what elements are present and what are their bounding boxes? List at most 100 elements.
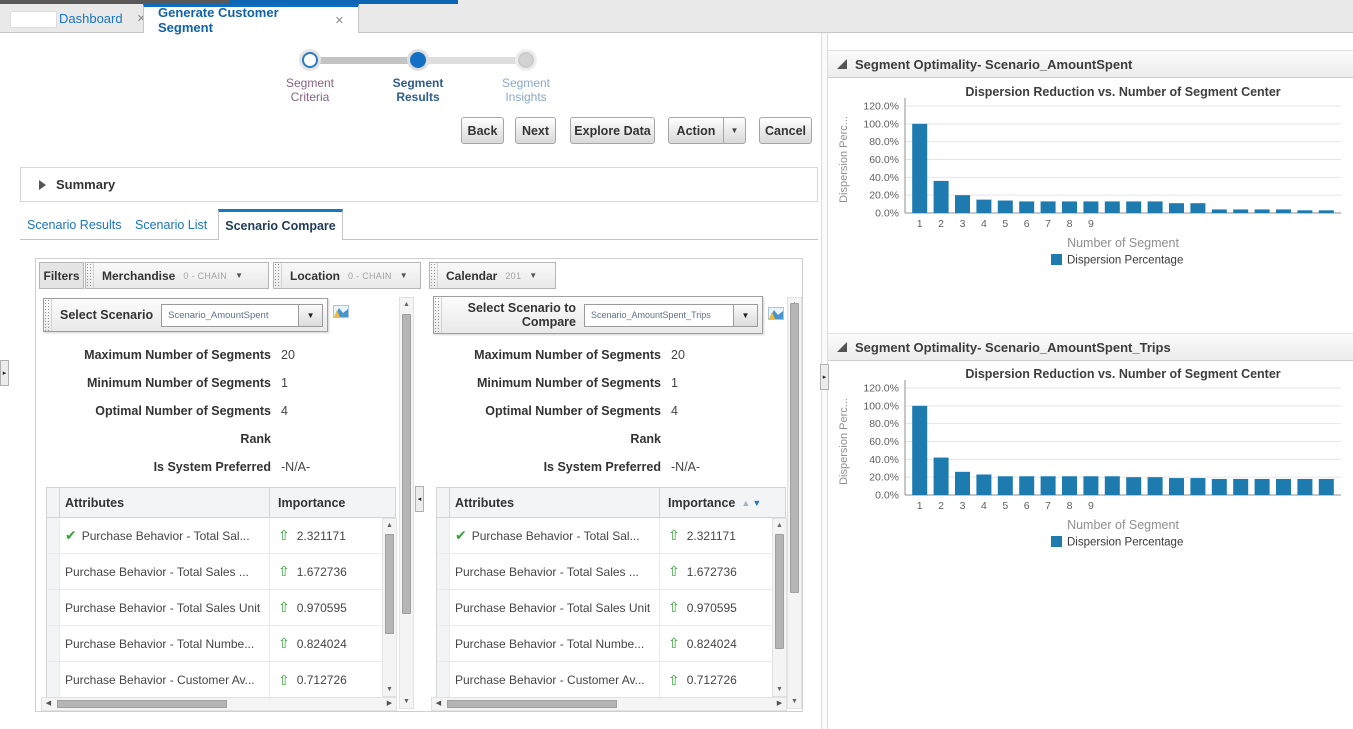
compare-select-dropdown[interactable]: ▼ [734,303,758,327]
window-tab-bar: Dashboard ✕ Generate Customer Segment ✕ [0,0,1353,35]
svg-text:9: 9 [1088,218,1094,230]
back-button[interactable]: Back [461,117,504,144]
disclosure-collapsed-icon[interactable] [39,179,46,190]
table-row[interactable]: ✔ Purchase Behavior - Total Sal... ⇧ 2.321… [47,518,395,554]
sort-descending-icon[interactable]: ▼ [752,497,762,508]
attributes-table: Attributes Importance ✔ Purchase Behavior… [46,487,396,699]
table-row[interactable]: Purchase Behavior - Total Sales Unit ⇧ 0.… [47,590,395,626]
svg-text:6: 6 [1024,218,1030,230]
train-stop-segment-insights[interactable] [518,52,534,68]
dispersion-chart-2: Dispersion Reduction vs. Number of Segme… [838,367,1341,549]
left-edge-splitter-handle[interactable]: ▸ [0,360,9,386]
scroll-right-icon[interactable]: ▶ [386,700,393,707]
tab-close-icon[interactable]: ✕ [136,13,146,25]
filter-calendar[interactable]: Calendar 201 ▼ [429,262,556,289]
table-row[interactable]: Purchase Behavior - Total Numbe... ⇧ 0.82… [437,626,785,662]
action-dropdown-button[interactable]: ▼ [723,117,746,144]
scroll-up-icon[interactable]: ▲ [386,522,393,529]
compare-select-value[interactable]: Scenario_AmountSpent_Trips [584,303,734,327]
tab-scenario-results[interactable]: Scenario Results [27,218,122,232]
sort-ascending-icon[interactable]: ▲ [741,497,751,508]
row-selector-column [47,488,60,517]
next-button[interactable]: Next [515,117,556,144]
chevron-down-icon[interactable]: ▼ [235,271,243,280]
arrow-up-icon: ⇧ [278,563,290,579]
table-scrollbar-vertical[interactable]: ▲ ▼ [772,518,787,697]
filters-label: Filters [39,262,84,289]
table-row[interactable]: Purchase Behavior - Total Sales ... ⇧ 1.6… [437,554,785,590]
panel-splitter-handle[interactable]: ◂ [415,486,424,512]
drag-handle-icon[interactable] [430,263,438,288]
cancel-button[interactable]: Cancel [759,117,812,144]
dispersion-chart-1: Dispersion Reduction vs. Number of Segme… [838,85,1341,267]
drag-handle-icon[interactable] [274,263,282,288]
svg-text:120.0%: 120.0% [863,383,899,395]
drag-handle-icon[interactable] [86,263,94,288]
drag-handle-icon[interactable] [434,297,442,333]
subtab-divider [20,239,818,240]
check-icon: ✔ [455,527,467,543]
scenario-select-dropdown[interactable]: ▼ [299,303,324,327]
scroll-up-icon[interactable]: ▲ [403,301,410,308]
filter-location[interactable]: Location 0 - CHAIN ▼ [273,262,421,289]
tab-scenario-compare[interactable]: Scenario Compare [218,209,343,240]
tab-scenario-list[interactable]: Scenario List [135,218,208,232]
scroll-down-icon[interactable]: ▼ [403,698,410,705]
disclosure-expanded-icon[interactable] [837,342,847,352]
tab-generate-customer-segment[interactable]: Generate Customer Segment ✕ [143,4,359,35]
top-edge [0,0,230,4]
scroll-down-icon[interactable]: ▼ [386,686,393,693]
train-label-segment-insights[interactable]: Segment Insights [501,76,551,104]
train-stop-segment-results[interactable] [410,52,426,68]
panel-scrollbar-horizontal[interactable]: ◀ ▶ [41,697,397,711]
tab-dashboard[interactable]: Dashboard ✕ [45,4,160,33]
table-row[interactable]: Purchase Behavior - Customer Av... ⇧ 0.71… [47,662,395,698]
table-row[interactable]: Purchase Behavior - Total Sales ... ⇧ 1.6… [47,554,395,590]
train-stop-segment-criteria[interactable] [302,52,318,68]
svg-text:80.0%: 80.0% [869,136,899,148]
charts-splitter-handle[interactable]: ▸ [820,364,829,390]
table-row[interactable]: Purchase Behavior - Total Sales Unit ⇧ 0.… [437,590,785,626]
disclosure-expanded-icon[interactable] [837,59,847,69]
explore-data-button[interactable]: Explore Data [570,117,655,144]
area-chart-icon[interactable] [333,305,349,321]
action-button[interactable]: Action [668,117,724,144]
drag-handle-icon[interactable] [44,299,52,331]
scroll-right-icon[interactable]: ▶ [776,700,783,707]
scroll-left-icon[interactable]: ◀ [45,700,52,707]
area-chart-icon[interactable] [768,307,784,323]
chart-section-header-2[interactable]: Segment Optimality- Scenario_AmountSpent… [828,333,1353,361]
chevron-down-icon: ▼ [730,126,739,135]
svg-text:7: 7 [1045,218,1051,230]
tab-close-icon[interactable]: ✕ [334,14,344,27]
table-scrollbar-vertical[interactable]: ▲ ▼ [382,518,397,697]
chevron-down-icon[interactable]: ▼ [529,271,538,280]
svg-text:6: 6 [1024,500,1030,512]
scroll-down-icon[interactable]: ▼ [776,686,783,693]
attributes-column-header[interactable]: Attributes [450,488,660,517]
scroll-down-icon[interactable]: ▼ [791,698,798,705]
scroll-up-icon[interactable]: ▲ [776,522,783,529]
table-row[interactable]: Purchase Behavior - Total Numbe... ⇧ 0.82… [47,626,395,662]
scroll-left-icon[interactable]: ◀ [435,700,442,707]
attributes-column-header[interactable]: Attributes [60,488,270,517]
scenario-select-value[interactable]: Scenario_AmountSpent [161,303,300,327]
field-rank: Rank [630,432,661,446]
table-row[interactable]: ✔ Purchase Behavior - Total Sal... ⇧ 2.321… [437,518,785,554]
scenario-fields: Maximum Number of Segments 20 Minimum Nu… [46,341,391,481]
chevron-down-icon[interactable]: ▼ [399,271,408,280]
table-row[interactable]: Purchase Behavior - Customer Av... ⇧ 0.71… [437,662,785,698]
importance-column-header[interactable]: Importance ▲ ▼ [668,495,762,510]
train-label-segment-results[interactable]: Segment Results [392,76,444,104]
importance-column-header[interactable]: Importance [278,495,346,510]
train-label-segment-criteria[interactable]: Segment Criteria [285,76,335,104]
svg-text:Dispersion Perc...: Dispersion Perc... [838,116,850,203]
svg-text:Dispersion Reduction vs. Numbe: Dispersion Reduction vs. Number of Segme… [965,367,1280,381]
panel-scrollbar-vertical[interactable]: ▲ ▼ [399,297,414,709]
filter-merchandise[interactable]: Merchandise 0 - CHAIN ▼ [85,262,269,289]
panel-scrollbar-vertical[interactable]: ▲ ▼ [787,297,802,709]
chart-section-header-1[interactable]: Segment Optimality- Scenario_AmountSpent [828,50,1353,78]
select-scenario-header: Select Scenario Scenario_AmountSpent ▼ [43,298,328,332]
svg-text:9: 9 [1088,500,1094,512]
panel-scrollbar-horizontal[interactable]: ◀ ▶ [431,697,787,711]
